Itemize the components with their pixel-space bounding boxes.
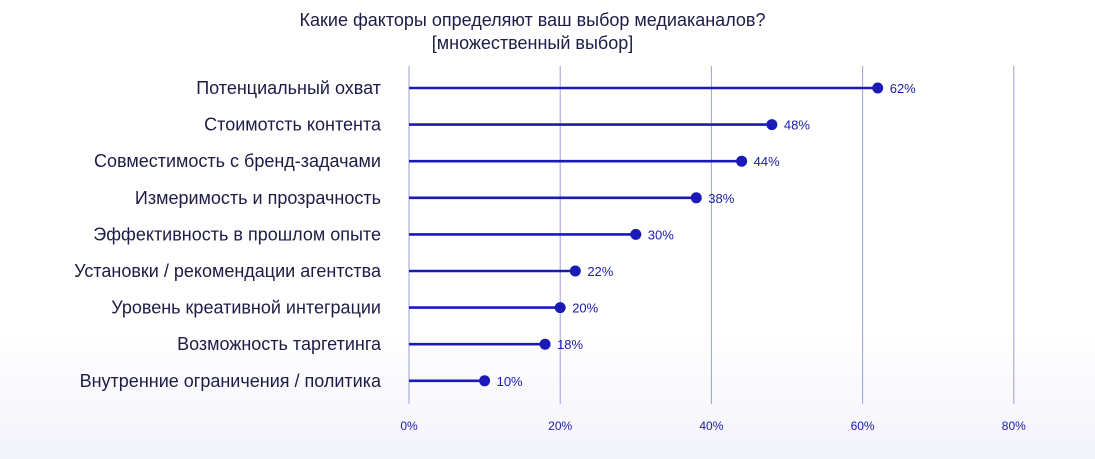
value-label: 38% [708,191,734,206]
x-axis-ticks: 0% 20% 40% 60% 80% [400,419,1026,433]
lollipop-dot [690,192,702,204]
x-tick-label: 0% [400,419,418,433]
category-label: Стоимотсть контента [204,115,382,135]
x-tick-label: 20% [548,419,572,433]
value-label: 22% [587,264,613,279]
lollipop-dot [736,155,748,167]
category-label: Возможность таргетинга [177,334,382,354]
category-label: Внутренние ограничения / политика [80,371,382,391]
x-tick-label: 40% [699,419,723,433]
lollipop-dot [554,302,566,314]
category-label: Уровень креативной интеграции [111,298,381,318]
category-label: Установки / рекомендации агентства [74,261,382,281]
lollipop-dot [569,265,581,277]
category-label: Совместимость с бренд-задачами [94,151,381,171]
x-tick-label: 60% [851,419,875,433]
value-label: 20% [572,301,598,316]
category-labels: Потенциальный охват Стоимотсть контента Со… [74,78,382,391]
category-label: Потенциальный охват [196,78,381,98]
chart-title-line: Какие факторы определяют ваш выбор медиа… [299,10,766,30]
value-label: 44% [754,154,780,169]
value-label: 30% [648,227,674,242]
value-label: 18% [557,337,583,352]
chart-subtitle-line: [множественный выбор] [431,33,634,53]
category-label: Эффективность в прошлом опыте [93,224,381,244]
lollipop-dot [630,228,642,240]
chart-title: Какие факторы определяют ваш выбор медиа… [0,9,1065,55]
lollipop-dot [766,119,778,131]
lollipop-dot [872,82,884,94]
lollipop-dot [539,338,551,350]
category-label: Измеримость и прозрачность [135,188,381,208]
x-tick-label: 80% [1002,419,1026,433]
value-label: 48% [784,118,810,133]
data-series: 62% 48% 44% 38% 30% 22% 20% 18% 10% [409,81,916,389]
lollipop-dot [479,375,491,387]
value-label: 62% [890,81,916,96]
value-label: 10% [497,374,523,389]
